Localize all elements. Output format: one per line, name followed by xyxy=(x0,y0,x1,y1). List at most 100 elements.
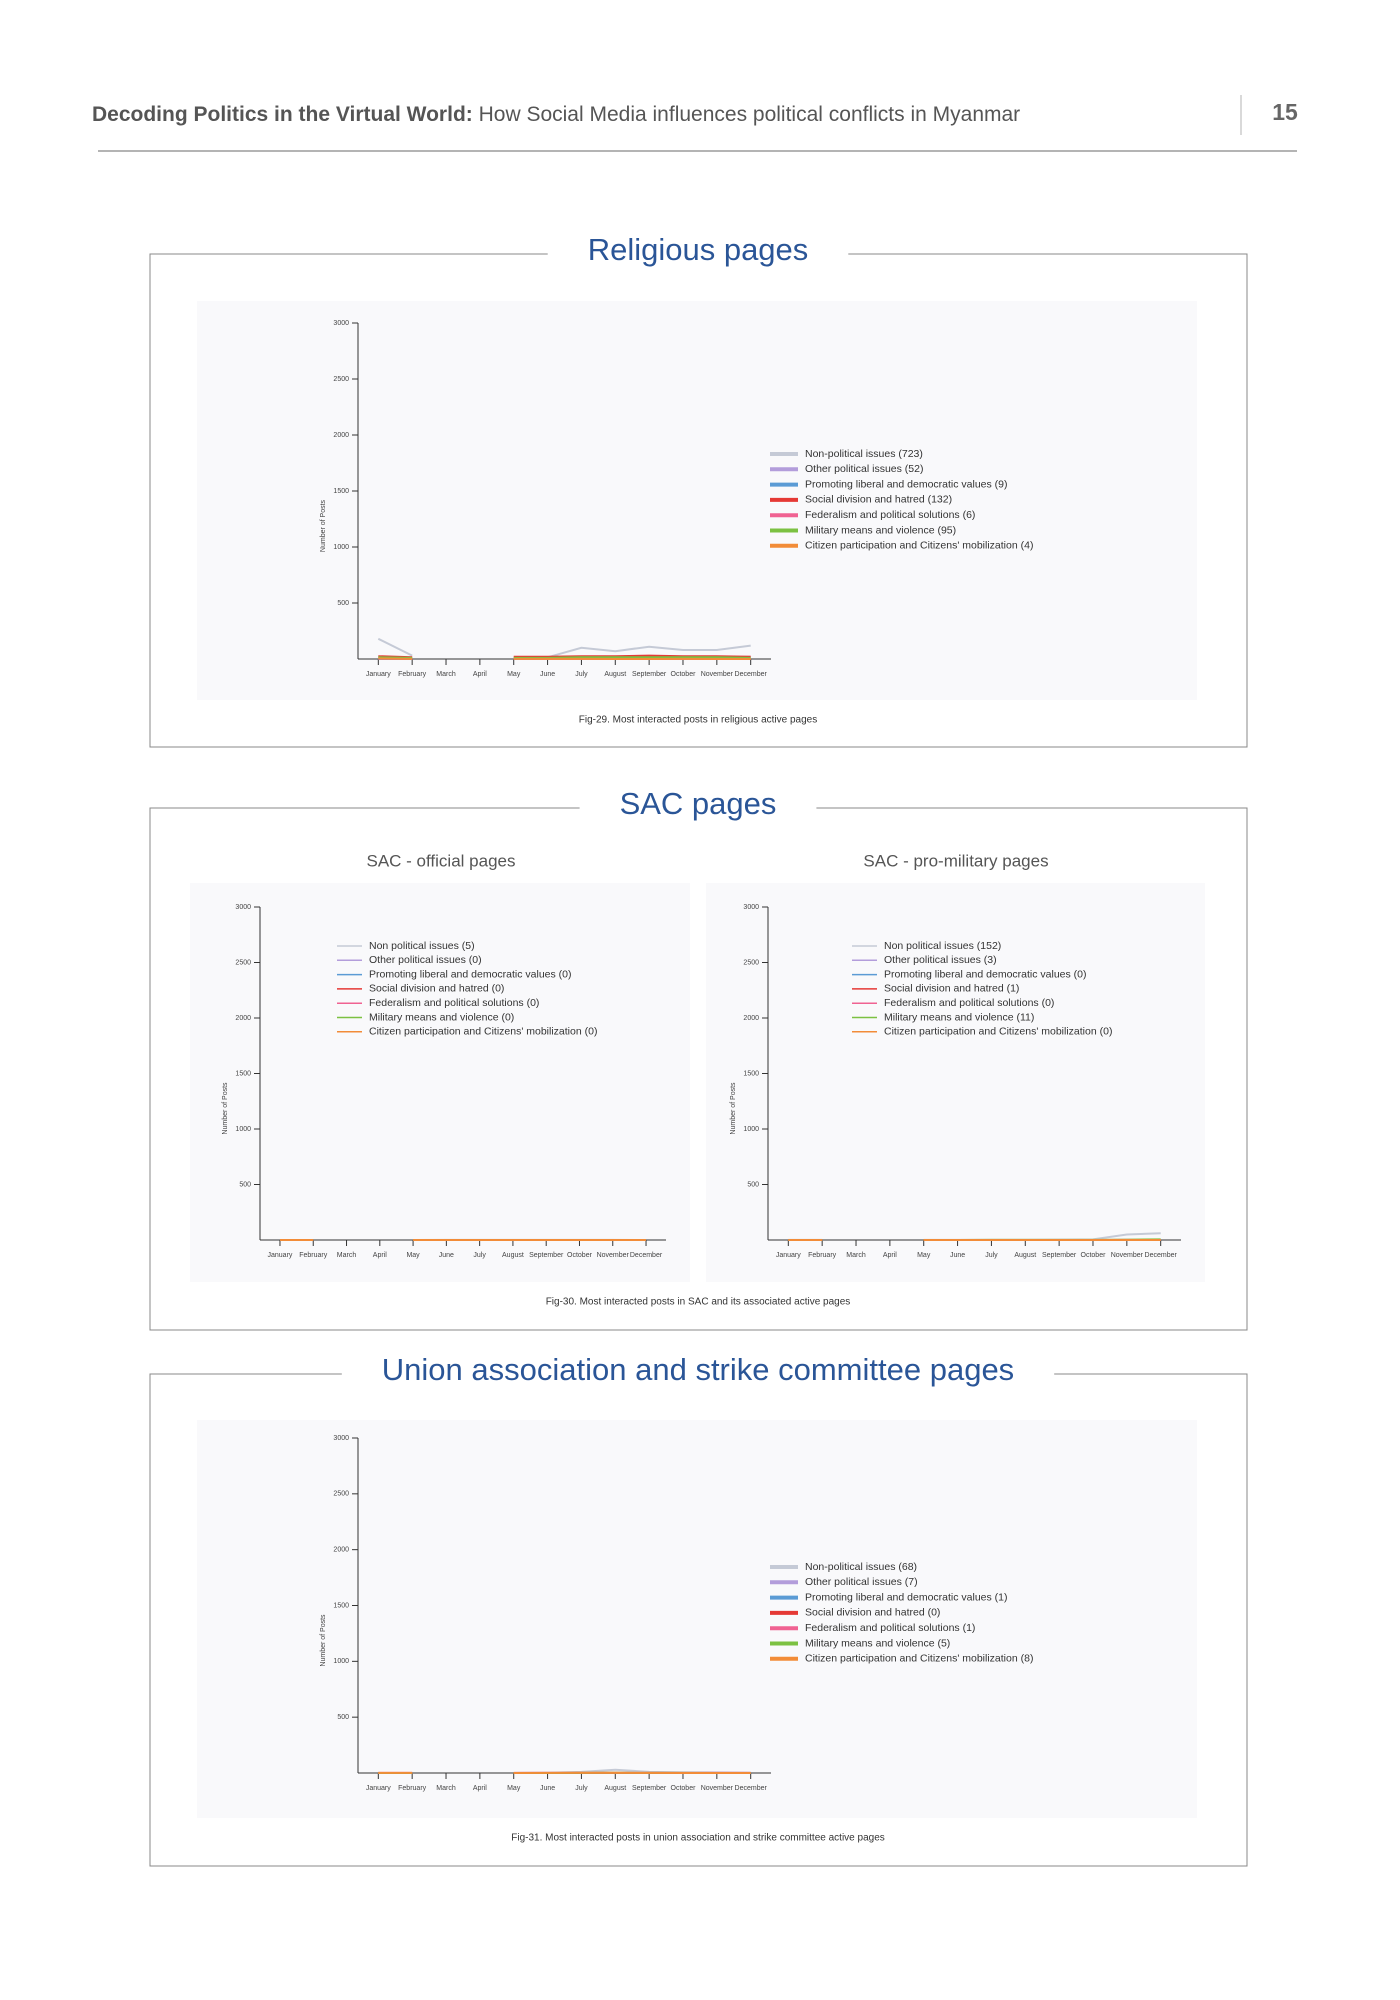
x-tick-label: June xyxy=(439,1252,454,1259)
x-tick-label: March xyxy=(337,1252,357,1259)
x-tick-label: April xyxy=(473,1785,487,1792)
legend-label: Promoting liberal and democratic values … xyxy=(805,478,1008,490)
legend-label: Other political issues (3) xyxy=(884,954,997,966)
x-tick-label: August xyxy=(604,1785,626,1792)
x-tick-label: July xyxy=(575,671,588,678)
caption: Fig-30. Most interacted posts in SAC and… xyxy=(546,1297,851,1308)
y-tick-label: 2000 xyxy=(743,1015,759,1022)
x-tick-label: September xyxy=(632,1785,667,1792)
y-tick-label: 1500 xyxy=(235,1070,251,1077)
legend-label: Military means and violence (0) xyxy=(369,1011,514,1023)
x-tick-label: October xyxy=(1081,1252,1107,1259)
x-tick-label: April xyxy=(373,1252,387,1259)
y-tick-label: 500 xyxy=(337,600,349,607)
y-axis-label: Number of Posts xyxy=(320,499,327,552)
x-tick-label: April xyxy=(883,1252,897,1259)
legend-label: Promoting liberal and democratic values … xyxy=(805,1591,1008,1603)
x-tick-label: August xyxy=(1014,1252,1036,1259)
legend-label: Citizen participation and Citizens' mobi… xyxy=(805,1653,1033,1665)
y-tick-label: 1000 xyxy=(333,544,349,551)
x-tick-label: February xyxy=(299,1252,328,1259)
legend-label: Non political issues (5) xyxy=(369,940,475,952)
y-tick-label: 2000 xyxy=(333,432,349,439)
legend-label: Other political issues (0) xyxy=(369,954,482,966)
legend-label: Federalism and political solutions (1) xyxy=(805,1622,975,1634)
y-tick-label: 2500 xyxy=(333,1491,349,1498)
x-tick-label: December xyxy=(735,671,768,678)
x-tick-label: October xyxy=(671,1785,697,1792)
legend-label: Citizen participation and Citizens' mobi… xyxy=(805,540,1033,552)
x-tick-label: May xyxy=(406,1252,420,1259)
legend-label: Social division and hatred (0) xyxy=(805,1607,940,1619)
y-tick-label: 1000 xyxy=(743,1126,759,1133)
y-tick-label: 1500 xyxy=(743,1070,759,1077)
legend-label: Non-political issues (723) xyxy=(805,448,923,460)
x-tick-label: January xyxy=(366,671,391,678)
y-axis-label: Number of Posts xyxy=(222,1082,229,1135)
x-tick-label: November xyxy=(701,1785,734,1792)
title-gap xyxy=(547,251,849,257)
y-tick-label: 3000 xyxy=(235,904,251,911)
chart-title: SAC - official pages xyxy=(367,851,516,870)
x-tick-label: April xyxy=(473,671,487,678)
legend-label: Social division and hatred (132) xyxy=(805,494,952,506)
x-tick-label: November xyxy=(701,671,734,678)
x-tick-label: June xyxy=(540,671,555,678)
x-tick-label: March xyxy=(436,1785,456,1792)
x-tick-label: January xyxy=(268,1252,293,1259)
section-title: Union association and strike committee p… xyxy=(382,1352,1014,1387)
plot-background xyxy=(197,1420,1197,1818)
y-tick-label: 2500 xyxy=(743,959,759,966)
legend-label: Non political issues (152) xyxy=(884,940,1001,952)
legend-label: Promoting liberal and democratic values … xyxy=(884,968,1087,980)
y-tick-label: 2500 xyxy=(333,376,349,383)
section-title: SAC pages xyxy=(620,786,777,821)
y-axis-label: Number of Posts xyxy=(320,1614,327,1667)
y-tick-label: 2000 xyxy=(235,1015,251,1022)
y-axis-label: Number of Posts xyxy=(730,1082,737,1135)
x-tick-label: May xyxy=(507,1785,521,1792)
plot-background xyxy=(197,301,1197,700)
legend-label: Military means and violence (11) xyxy=(884,1011,1034,1023)
header-title-bold: Decoding Politics in the Virtual World: xyxy=(92,103,473,126)
x-tick-label: March xyxy=(436,671,456,678)
x-tick-label: September xyxy=(632,671,667,678)
y-tick-label: 1000 xyxy=(235,1126,251,1133)
y-tick-label: 500 xyxy=(337,1714,349,1721)
caption: Fig-31. Most interacted posts in union a… xyxy=(511,1833,885,1844)
x-tick-label: June xyxy=(950,1252,965,1259)
x-tick-label: November xyxy=(1111,1252,1144,1259)
plot-background xyxy=(706,883,1205,1282)
x-tick-label: February xyxy=(808,1252,837,1259)
x-tick-label: February xyxy=(398,671,427,678)
legend-label: Citizen participation and Citizens' mobi… xyxy=(884,1026,1112,1038)
y-tick-label: 3000 xyxy=(333,320,349,327)
x-tick-label: July xyxy=(575,1785,588,1792)
legend-label: Citizen participation and Citizens' mobi… xyxy=(369,1026,597,1038)
x-tick-label: January xyxy=(776,1252,801,1259)
x-tick-label: May xyxy=(507,671,521,678)
y-tick-label: 3000 xyxy=(333,1435,349,1442)
y-tick-label: 1500 xyxy=(333,1602,349,1609)
section-title: Religious pages xyxy=(588,232,809,267)
x-tick-label: September xyxy=(1042,1252,1077,1259)
x-tick-label: July xyxy=(473,1252,486,1259)
legend-label: Promoting liberal and democratic values … xyxy=(369,968,572,980)
x-tick-label: November xyxy=(597,1252,630,1259)
x-tick-label: June xyxy=(540,1785,555,1792)
y-tick-label: 500 xyxy=(239,1181,251,1188)
caption: Fig-29. Most interacted posts in religio… xyxy=(579,715,817,726)
header-title-rest: How Social Media influences political co… xyxy=(479,103,1021,126)
x-tick-label: December xyxy=(735,1785,768,1792)
title-gap xyxy=(579,805,817,811)
legend-label: Federalism and political solutions (0) xyxy=(369,997,539,1009)
x-tick-label: September xyxy=(529,1252,564,1259)
chart-title: SAC - pro-military pages xyxy=(863,851,1048,870)
y-tick-label: 3000 xyxy=(743,904,759,911)
x-tick-label: October xyxy=(567,1252,593,1259)
x-tick-label: July xyxy=(985,1252,998,1259)
x-tick-label: March xyxy=(846,1252,866,1259)
series-line xyxy=(378,657,751,660)
x-tick-label: August xyxy=(502,1252,524,1259)
